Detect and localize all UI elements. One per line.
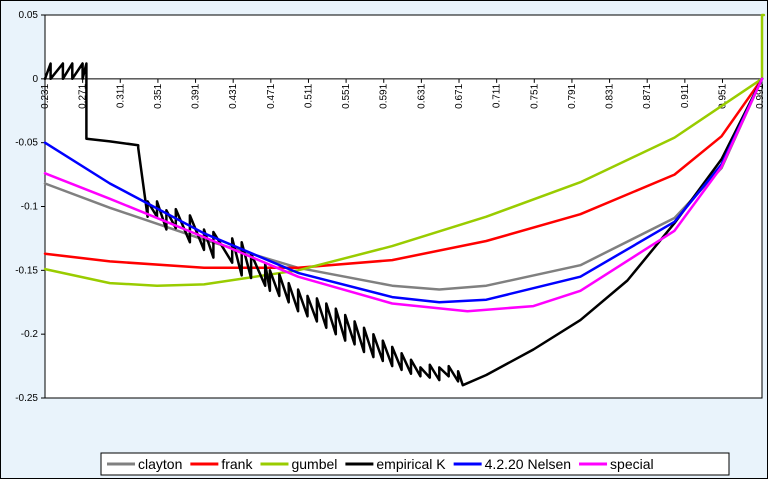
legend-label-clayton: clayton [138,456,182,472]
x-tick-label: 0.911 [680,83,691,108]
x-tick-label: 0.951 [717,83,728,108]
series-line-special [43,77,764,313]
x-tick-label: 0.351 [153,83,164,108]
x-tick-label: 0.991 [755,83,766,108]
x-tick-label: 0.671 [454,83,465,108]
legend-label-frank: frank [221,456,253,472]
x-tick-label: 0.391 [191,83,202,108]
y-axis: 0.05 0 -0.05 -0.1 -0.15 -0.2 -0.25 [15,10,45,404]
y-tick-label: -0.2 [21,329,39,340]
x-tick-label: 0.751 [529,83,540,108]
x-axis: 0.231 0.271 0.311 0.351 0.391 0.431 0.471 0.511… [40,78,766,109]
x-tick-label: 0.711 [492,83,503,108]
y-tick-label: 0.05 [19,10,39,21]
legend-label-4-2-20-nelsen: 4.2.20 Nelsen [485,456,571,472]
x-tick-label: 0.471 [266,83,277,108]
y-tick-label: -0.1 [21,202,39,213]
x-tick-label: 0.231 [40,83,51,108]
x-tick-label: 0.431 [228,83,239,108]
x-tick-label: 0.511 [303,83,314,108]
legend: clayton frank gumbel empirical K 4.2.20 Nels… [107,456,654,472]
legend-label-gumbel: gumbel [291,456,337,472]
series-line-frank [43,77,764,270]
series-layer [43,13,766,387]
legend-label-empirical-k: empirical K [376,456,446,472]
y-tick-label: -0.25 [15,393,38,404]
x-tick-label: 0.551 [341,83,352,108]
series-line-gumbel [43,13,766,287]
x-tick-label: 0.591 [379,83,390,108]
y-tick-label: -0.05 [15,138,38,149]
x-tick-label: 0.631 [416,83,427,108]
x-tick-label: 0.871 [642,83,653,108]
series-line-4-2-20-nelsen [43,77,764,304]
y-tick-label: -0.15 [15,265,38,276]
x-tick-label: 0.791 [567,83,578,108]
x-tick-label: 0.831 [605,83,616,108]
x-tick-label: 0.311 [115,83,126,108]
y-tick-label: 0 [32,74,38,85]
x-tick-label: 0.271 [78,83,89,108]
legend-box [100,452,730,476]
legend-label-special: special [610,456,654,472]
